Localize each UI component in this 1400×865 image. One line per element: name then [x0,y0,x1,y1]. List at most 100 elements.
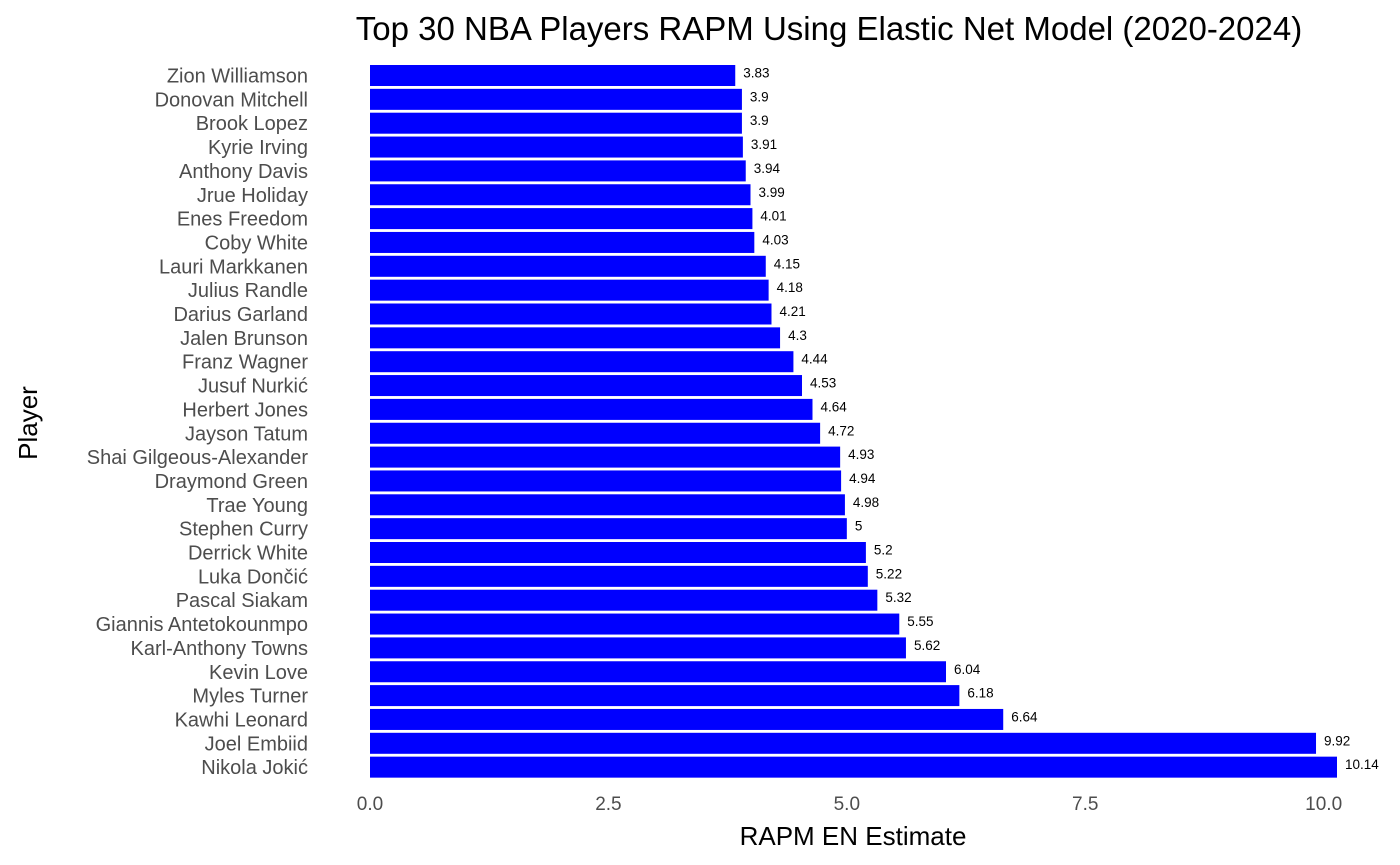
value-label: 5.22 [876,566,902,581]
category-label: Derrick White [188,543,308,565]
bar [370,708,1004,730]
category-label: Kevin Love [209,662,308,684]
bar [370,446,841,468]
bar [370,160,746,182]
category-label: Brook Lopez [196,113,308,135]
value-label: 4.21 [779,304,805,319]
value-label: 3.99 [759,185,785,200]
category-label: Lauri Markkanen [159,256,308,278]
value-label: 3.9 [750,113,769,128]
bar [370,136,743,158]
value-label: 3.83 [743,66,769,81]
value-label: 10.14 [1345,757,1379,772]
value-label: 4.53 [810,376,836,391]
x-axis-ticks: 0.0 2.5 5.0 7.5 10.0 [357,794,1342,815]
value-label: 3.91 [751,137,777,152]
category-label: Jusuf Nurkić [198,376,308,398]
value-label: 4.44 [801,352,828,367]
bar [370,494,845,516]
bar [370,398,813,420]
bar [370,565,868,587]
value-label: 9.92 [1324,733,1350,748]
bar [370,518,847,540]
value-label: 6.18 [967,686,993,701]
category-label: Jalen Brunson [180,328,308,350]
category-label: Julius Randle [188,280,308,302]
bar [370,112,742,134]
category-label: Draymond Green [155,471,308,493]
bar [370,589,878,611]
category-label: Nikola Jokić [201,757,308,779]
y-axis-title: Player [13,386,43,460]
category-label: Myles Turner [192,686,308,708]
bar [370,422,821,444]
category-label: Trae Young [206,495,308,517]
value-labels: 3.83 3.9 3.9 3.91 3.94 3.99 4.01 4.03 4.15 4.18 4.… [743,66,1379,773]
bars-group [370,65,1337,778]
value-label: 4.3 [788,328,807,343]
value-label: 4.94 [849,471,876,486]
category-label: Anthony Davis [179,161,308,183]
category-label: Franz Wagner [182,352,308,374]
category-label: Zion Williamson [167,66,308,88]
value-label: 4.03 [762,232,788,247]
x-tick-label: 10.0 [1305,794,1342,815]
bar [370,613,900,635]
bar [370,351,794,373]
bar [370,88,742,110]
value-label: 4.93 [848,447,874,462]
bar [370,542,866,563]
value-label: 3.94 [754,161,781,176]
category-label: Giannis Antetokounmpo [96,614,308,636]
value-label: 4.01 [760,209,786,224]
category-label: Enes Freedom [177,209,308,231]
bar [370,661,947,683]
value-label: 4.64 [820,399,847,414]
value-label: 6.64 [1011,709,1038,724]
category-label: Pascal Siakam [176,590,308,612]
bar [370,303,772,325]
category-label: Stephen Curry [179,519,308,541]
x-tick-label: 5.0 [834,794,860,815]
value-label: 4.15 [774,256,800,271]
x-axis-title: RAPM EN Estimate [740,821,967,851]
category-label: Joel Embiid [205,733,308,755]
bar [370,231,755,253]
bar [370,375,803,397]
bar [370,756,1337,778]
category-label: Herbert Jones [182,399,308,421]
x-tick-label: 2.5 [595,794,621,815]
value-label: 3.9 [750,89,769,104]
chart-title: Top 30 NBA Players RAPM Using Elastic Ne… [356,10,1302,47]
bar [370,279,769,301]
bar [370,184,751,206]
category-label: Karl-Anthony Towns [131,638,309,660]
value-label: 5.32 [885,590,911,605]
value-label: 4.72 [828,423,854,438]
value-label: 5.2 [874,543,893,558]
category-label: Darius Garland [173,304,308,326]
bar [370,637,906,659]
bar [370,208,753,230]
category-label: Kyrie Irving [208,137,308,159]
category-label: Jrue Holiday [197,185,308,207]
x-tick-label: 7.5 [1072,794,1098,815]
category-label: Jayson Tatum [185,423,308,445]
bar [370,470,842,492]
value-label: 5.55 [907,614,933,629]
value-label: 4.98 [853,495,879,510]
bar [370,327,781,349]
category-label: Luka Dončić [198,566,308,588]
value-label: 6.04 [954,662,981,677]
bar [370,255,766,277]
value-label: 4.18 [777,280,803,295]
category-label: Donovan Mitchell [155,89,308,111]
bar [370,732,1317,754]
bar [370,685,960,707]
x-tick-label: 0.0 [357,794,383,815]
category-label: Kawhi Leonard [175,709,308,731]
value-label: 5.62 [914,638,940,653]
category-label: Shai Gilgeous-Alexander [87,447,309,469]
